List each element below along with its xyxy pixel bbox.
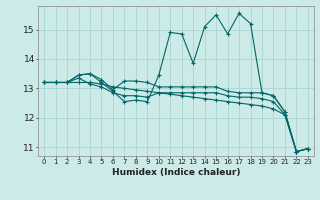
X-axis label: Humidex (Indice chaleur): Humidex (Indice chaleur) (112, 168, 240, 177)
